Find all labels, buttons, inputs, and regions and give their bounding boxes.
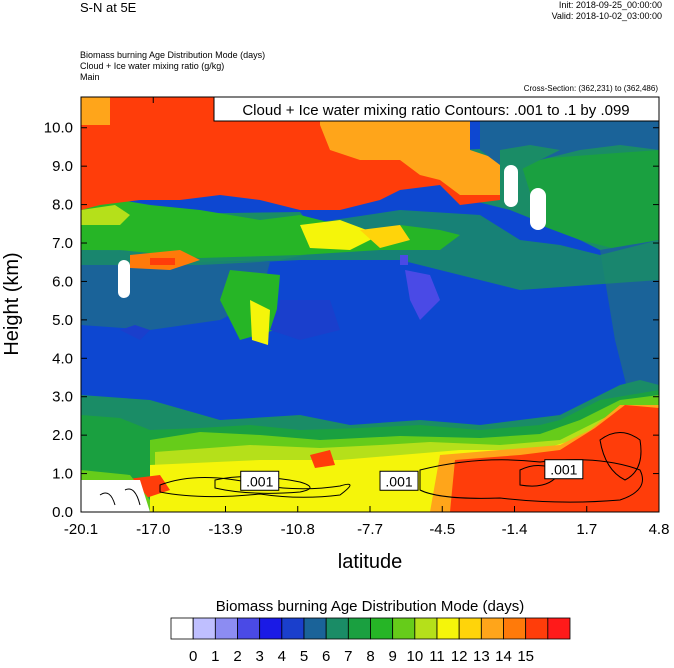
colorbar: 0 1 2 3 4 5 6 7 8 9 10 11 12 13 14 15 bbox=[170, 617, 571, 665]
colorbar-label: 2 bbox=[233, 648, 241, 665]
colorbar-swatch bbox=[436, 617, 460, 640]
contour-title: Cloud + Ice water mixing ratio Contours:… bbox=[242, 102, 629, 119]
colorbar-swatch bbox=[503, 617, 527, 640]
y-axis: 0.0 1.0 2.0 3.0 4.0 5.0 6.0 7.0 8.0 9.0 10.0 bbox=[44, 120, 659, 521]
colorbar-swatch bbox=[392, 617, 416, 640]
colorbar-swatch bbox=[480, 617, 504, 640]
field-line-3: Main bbox=[80, 72, 100, 82]
colorbar-label: 11 bbox=[429, 648, 445, 665]
contour-lines bbox=[99, 432, 643, 506]
colorbar-swatch bbox=[237, 617, 261, 640]
contour-label-box bbox=[379, 470, 419, 491]
colorbar-swatch bbox=[170, 617, 194, 640]
y-tick-label: 5.0 bbox=[52, 312, 73, 329]
y-tick-label: 1.0 bbox=[52, 466, 73, 483]
colorbar-swatch bbox=[547, 617, 571, 640]
plot-main-title: S-N at 5E bbox=[80, 0, 137, 15]
colorbar-swatch bbox=[414, 617, 438, 640]
colorbar-label: 4 bbox=[278, 648, 286, 665]
x-tick-label: -7.7 bbox=[357, 521, 383, 538]
x-tick-label: -17.0 bbox=[136, 521, 170, 538]
colorbar-swatch bbox=[259, 617, 283, 640]
y-tick-label: 6.0 bbox=[52, 273, 73, 290]
colorbar-label: 14 bbox=[495, 648, 512, 665]
y-tick-label: 2.0 bbox=[52, 427, 73, 444]
time-metadata: Init: 2018-09-25_00:00:00 Valid: 2018-10… bbox=[552, 0, 662, 22]
y-tick-label: 8.0 bbox=[52, 197, 73, 214]
colorbar-label: 10 bbox=[406, 648, 423, 665]
colorbar-swatch bbox=[281, 617, 305, 640]
contour-title-box bbox=[213, 96, 660, 122]
colorbar-swatch bbox=[370, 617, 394, 640]
x-tick-label: -1.4 bbox=[502, 521, 528, 538]
field-list: Biomass burning Age Distribution Mode (d… bbox=[80, 50, 265, 83]
colorbar-swatch bbox=[325, 617, 349, 640]
x-tick-label: -13.9 bbox=[208, 521, 242, 538]
colorbar-label: 5 bbox=[300, 648, 308, 665]
colorbar-swatch bbox=[525, 617, 549, 640]
colorbar-label: 9 bbox=[388, 648, 396, 665]
colorbar-label: 3 bbox=[255, 648, 263, 665]
contour-label-box bbox=[240, 470, 280, 491]
colorbar-label: 7 bbox=[344, 648, 352, 665]
y-tick-label: 7.0 bbox=[52, 235, 73, 252]
x-tick-label: 1.7 bbox=[576, 521, 597, 538]
shaded-field bbox=[81, 97, 659, 512]
colorbar-label: 12 bbox=[451, 648, 468, 665]
x-tick-label: -4.5 bbox=[429, 521, 455, 538]
cross-section-label: Cross-Section: (362,231) to (362,486) bbox=[523, 84, 658, 93]
field-line-1: Biomass burning Age Distribution Mode (d… bbox=[80, 50, 266, 60]
colorbar-label: 13 bbox=[473, 648, 490, 665]
colorbar-label: 1 bbox=[211, 648, 219, 665]
y-tick-label: 0.0 bbox=[52, 504, 73, 521]
contour-labels: .001 .001 .001 bbox=[240, 459, 584, 491]
contour-label: .001 bbox=[246, 473, 273, 489]
x-axis-title: latitude bbox=[338, 551, 403, 573]
colorbar-label: 8 bbox=[366, 648, 374, 665]
colorbar-swatch bbox=[347, 617, 371, 640]
colorbar-label: 0 bbox=[189, 648, 197, 665]
colorbar-swatch bbox=[458, 617, 482, 640]
colorbar-swatch bbox=[303, 617, 327, 640]
field-line-2: Cloud + Ice water mixing ratio (g/kg) bbox=[80, 61, 225, 71]
y-tick-label: 9.0 bbox=[52, 158, 73, 175]
contour-label-box bbox=[544, 459, 584, 480]
colorbar-swatch bbox=[192, 617, 216, 640]
y-axis-title: Height (km) bbox=[1, 252, 23, 355]
x-tick-label: -20.1 bbox=[64, 521, 98, 538]
y-tick-label: 4.0 bbox=[52, 350, 73, 367]
colorbar-title: Biomass burning Age Distribution Mode (d… bbox=[216, 598, 524, 615]
contour-label: .001 bbox=[385, 473, 412, 489]
colorbar-label: 15 bbox=[517, 648, 534, 665]
valid-time: Valid: 2018-10-02_03:00:00 bbox=[551, 11, 662, 21]
colorbar-swatch bbox=[214, 617, 238, 640]
x-tick-label: -10.8 bbox=[281, 521, 315, 538]
y-tick-label: 10.0 bbox=[44, 120, 73, 137]
x-axis: -20.1 -17.0 -13.9 -10.8 -7.7 -4.5 -1.4 1.7 4.8 bbox=[64, 97, 670, 538]
init-time: Init: 2018-09-25_00:00:00 bbox=[558, 0, 662, 10]
y-tick-label: 3.0 bbox=[52, 389, 73, 406]
contour-label: .001 bbox=[550, 462, 577, 478]
colorbar-label: 6 bbox=[322, 648, 330, 665]
x-tick-label: 4.8 bbox=[649, 521, 670, 538]
